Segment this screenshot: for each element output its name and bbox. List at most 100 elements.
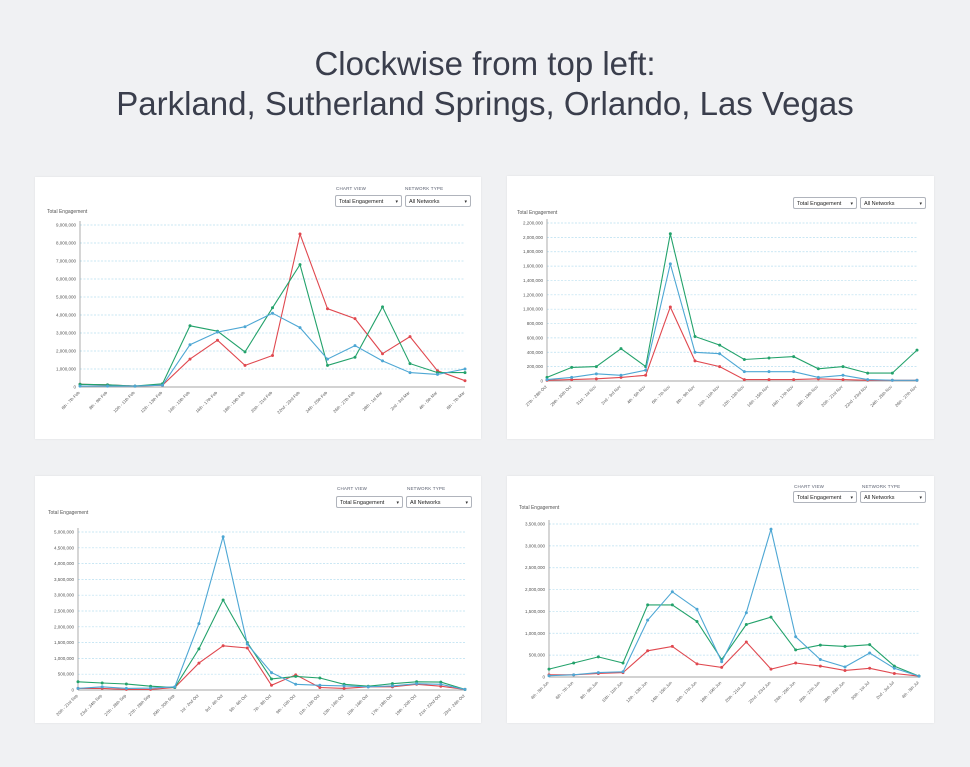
data-point-green[interactable] — [695, 619, 699, 623]
data-point-green[interactable] — [767, 356, 771, 360]
data-point-green[interactable] — [188, 324, 192, 328]
data-point-red[interactable] — [188, 357, 192, 361]
data-point-red[interactable] — [695, 662, 699, 666]
data-point-green[interactable] — [570, 365, 574, 369]
data-point-red[interactable] — [767, 378, 771, 382]
data-point-blue[interactable] — [221, 535, 225, 539]
data-point-blue[interactable] — [106, 384, 109, 388]
data-point-blue[interactable] — [342, 684, 346, 688]
data-point-blue[interactable] — [718, 352, 722, 356]
data-point-blue[interactable] — [298, 326, 302, 330]
data-point-green[interactable] — [298, 263, 302, 267]
data-point-blue[interactable] — [326, 357, 329, 361]
data-point-blue[interactable] — [76, 686, 80, 690]
data-point-green[interactable] — [197, 647, 201, 651]
data-point-green[interactable] — [545, 375, 549, 379]
data-point-blue[interactable] — [173, 685, 177, 689]
data-point-blue[interactable] — [245, 642, 249, 646]
data-point-green[interactable] — [668, 232, 672, 236]
data-point-blue[interactable] — [270, 671, 273, 675]
network-type-select[interactable]: All Networks ▾ — [405, 195, 471, 207]
data-point-red[interactable] — [841, 378, 845, 382]
data-point-green[interactable] — [693, 334, 697, 338]
data-point-red[interactable] — [381, 352, 384, 356]
data-point-blue[interactable] — [646, 618, 650, 622]
data-point-green[interactable] — [792, 355, 796, 359]
data-point-green[interactable] — [76, 680, 80, 684]
data-point-green[interactable] — [381, 305, 384, 309]
data-point-red[interactable] — [769, 667, 773, 671]
data-point-green[interactable] — [408, 362, 412, 366]
data-point-green[interactable] — [915, 348, 919, 352]
data-point-red[interactable] — [594, 377, 598, 381]
data-point-blue[interactable] — [769, 527, 773, 531]
data-point-blue[interactable] — [572, 673, 576, 677]
data-point-green[interactable] — [572, 661, 576, 665]
data-point-green[interactable] — [892, 664, 896, 668]
data-point-green[interactable] — [868, 643, 872, 647]
data-point-blue[interactable] — [744, 611, 748, 615]
data-point-blue[interactable] — [381, 359, 384, 363]
data-point-blue[interactable] — [78, 384, 82, 388]
data-point-red[interactable] — [271, 354, 274, 357]
data-point-green[interactable] — [843, 644, 847, 648]
data-point-red[interactable] — [670, 644, 674, 648]
data-point-green[interactable] — [619, 347, 623, 351]
data-point-red[interactable] — [644, 373, 648, 377]
data-point-green[interactable] — [621, 661, 625, 665]
data-point-green[interactable] — [243, 350, 247, 354]
data-point-blue[interactable] — [794, 635, 798, 639]
data-point-green[interactable] — [100, 681, 104, 685]
data-point-blue[interactable] — [353, 344, 357, 348]
data-point-red[interactable] — [270, 683, 273, 687]
chart-view-select[interactable]: Total Engagement ▾ — [336, 496, 403, 508]
data-point-blue[interactable] — [866, 378, 870, 382]
data-point-blue[interactable] — [596, 671, 600, 675]
data-point-green[interactable] — [841, 365, 845, 369]
data-point-red[interactable] — [892, 672, 896, 676]
data-point-blue[interactable] — [161, 383, 164, 387]
chart-view-select[interactable]: Total Engagement ▾ — [793, 197, 857, 209]
data-point-blue[interactable] — [868, 651, 872, 655]
data-point-red[interactable] — [298, 232, 302, 236]
data-point-green[interactable] — [326, 363, 329, 367]
data-point-blue[interactable] — [318, 683, 322, 687]
data-point-green[interactable] — [818, 643, 822, 647]
data-point-green[interactable] — [390, 682, 394, 686]
data-point-green[interactable] — [816, 367, 820, 371]
data-point-green[interactable] — [670, 603, 674, 607]
data-point-green[interactable] — [742, 357, 746, 361]
data-point-red[interactable] — [868, 666, 872, 670]
data-point-blue[interactable] — [366, 685, 370, 689]
data-point-red[interactable] — [742, 378, 746, 382]
data-point-blue[interactable] — [408, 371, 412, 375]
data-point-green[interactable] — [547, 667, 551, 671]
data-point-red[interactable] — [243, 363, 247, 367]
data-point-blue[interactable] — [644, 368, 648, 372]
data-point-red[interactable] — [221, 644, 225, 648]
data-point-green[interactable] — [221, 598, 225, 602]
data-point-blue[interactable] — [294, 682, 298, 686]
data-point-blue[interactable] — [271, 311, 274, 315]
data-point-blue[interactable] — [720, 660, 724, 664]
data-point-red[interactable] — [342, 686, 346, 690]
data-point-red[interactable] — [720, 665, 724, 669]
data-point-blue[interactable] — [843, 665, 847, 669]
data-point-red[interactable] — [668, 305, 672, 309]
data-point-green[interactable] — [294, 674, 298, 678]
data-point-red[interactable] — [318, 685, 322, 689]
data-point-green[interactable] — [439, 680, 443, 684]
data-point-blue[interactable] — [570, 375, 574, 379]
data-point-green[interactable] — [271, 306, 274, 310]
data-point-blue[interactable] — [216, 330, 219, 334]
data-point-blue[interactable] — [197, 622, 201, 626]
data-point-blue[interactable] — [133, 384, 137, 388]
data-point-red[interactable] — [818, 664, 822, 668]
data-point-green[interactable] — [769, 615, 773, 619]
data-point-blue[interactable] — [670, 590, 674, 594]
data-point-green[interactable] — [270, 677, 273, 681]
data-point-blue[interactable] — [463, 687, 467, 691]
data-point-red[interactable] — [744, 640, 748, 644]
data-point-blue[interactable] — [243, 325, 247, 329]
data-point-blue[interactable] — [619, 373, 623, 377]
